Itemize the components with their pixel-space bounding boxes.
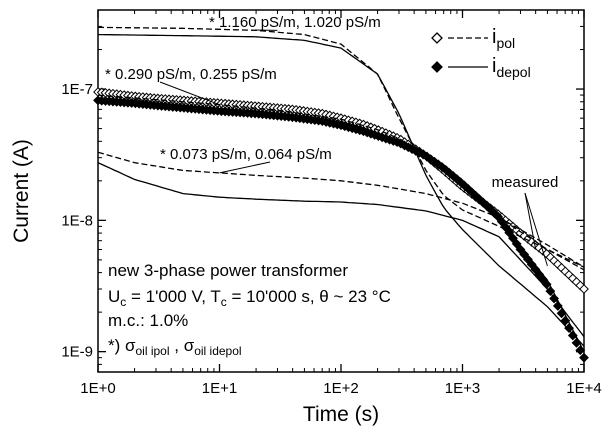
x-tick-label: 1E+2 [323,380,358,397]
model-depol-line-5 [97,101,585,352]
info-line-conditions: Uc = 1'000 V, Tc = 10'000 s, θ ~ 23 °C [108,287,391,309]
leader-low [219,161,271,174]
depol-data-point [511,238,522,249]
x-tick-label: 1E+1 [202,380,237,397]
x-axis-title: Time (s) [303,403,379,426]
model-pol-line-4 [97,94,585,268]
model-depol-line-3 [98,33,585,347]
x-tick-label: 1E+4 [566,380,601,397]
x-tick-label: 1E+0 [80,380,115,397]
leader-measured-depol [524,192,548,267]
legend-pol-marker [431,32,443,44]
series-layer [93,26,589,363]
model-pol-line-2 [98,26,585,268]
y-axis-title: Current (A) [10,139,33,243]
axis-ticks: 1E+0 1E+1 1E+2 1E+3 1E+4 1E-9 1E-8 1E-7 [61,9,602,397]
depol-data-point [552,301,563,311]
annotation-low-conductivity: * 0.073 pS/m, 0.064 pS/m [160,146,332,163]
y-tick-label: 1E-9 [61,344,93,361]
info-line-moisture: m.c.: 1.0% [108,311,188,330]
annotation-high-conductivity: * 1.160 pS/m, 1.020 pS/m [209,14,381,31]
legend-pol-label: ipol [492,26,515,51]
info-line-sigma: *) σoil ipol , σoil idepol [108,336,242,358]
leader-measured-pol [524,192,537,250]
y-tick-label: 1E-7 [61,81,93,98]
pol-data-point [519,231,530,241]
model-pol-line-6 [97,151,585,271]
annotation-measured: measured [492,174,559,191]
info-line-transformer: new 3-phase power transformer [108,261,348,280]
x-tick-label: 1E+3 [445,380,480,397]
model-depol-line-7 [97,162,585,338]
legend-depol-label: idepol [492,55,531,80]
annotation-leaders [159,29,548,267]
annotation-mid-conductivity: * 0.290 pS/m, 0.255 pS/m [105,66,277,83]
depol-data-point [579,352,589,363]
legend-depol-marker [431,61,443,73]
legend: ipol idepol [431,26,531,80]
y-tick-label: 1E-8 [61,212,93,229]
info-box: new 3-phase power transformer Uc = 1'000… [108,261,391,358]
pol-data-point [523,234,533,244]
leader-mid [159,81,220,106]
pol-data-point [579,284,589,294]
